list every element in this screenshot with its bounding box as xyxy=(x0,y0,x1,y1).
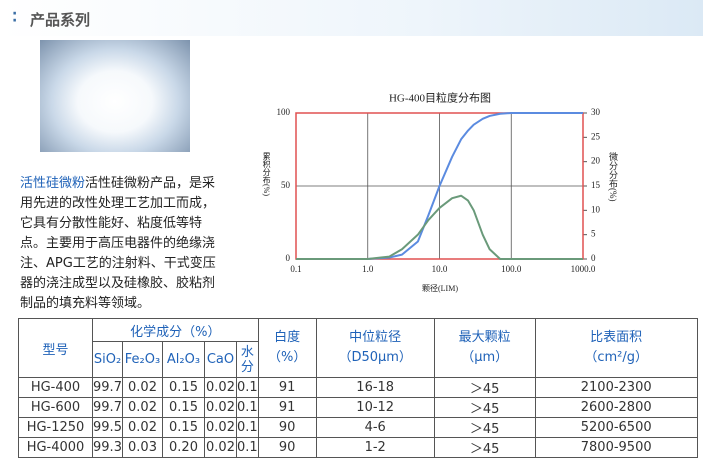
model-cell: HG-400 xyxy=(18,377,93,398)
spec-table: 型号 化学成分（%） 白度 （%） 中位粒径 （D50μm） 最大颗粒 （μm） 比表面积 （cm… xyxy=(18,318,698,458)
value-cell: ＞45 xyxy=(433,417,536,438)
value-cell: 16-18 xyxy=(315,377,435,398)
property-name: 中位粒径 xyxy=(349,330,402,345)
value-cell: 0.20 xyxy=(162,437,205,458)
value-cell: 0.1 xyxy=(236,437,259,458)
series-line xyxy=(296,112,583,260)
value-cell: 0.15 xyxy=(162,417,205,438)
model-cell: HG-1250 xyxy=(18,417,93,438)
x-tick-label: 1.0 xyxy=(362,264,374,274)
section-header: · · 产品系列 xyxy=(0,0,703,36)
y2-tick-label: 0 xyxy=(591,253,596,263)
value-cell: 0.02 xyxy=(122,417,163,438)
value-cell: 0.02 xyxy=(204,437,237,458)
y-tick-label: 0 xyxy=(286,253,291,263)
x-tick-label: 100.0 xyxy=(501,264,522,274)
plot-frame xyxy=(295,112,584,260)
value-cell: 91 xyxy=(257,377,317,398)
value-cell: 90 xyxy=(257,437,317,458)
table-row: HG-4000 99.3 0.03 0.20 0.02 0.1 90 1-2 ＞45 7800-9… xyxy=(18,437,698,458)
component-header: CaO xyxy=(204,341,237,378)
property-header: 中位粒径 （D50μm） xyxy=(315,318,435,378)
component-header: Al₂O₃ xyxy=(162,341,205,378)
value-cell: 99.7 xyxy=(92,397,123,418)
x-tick-label: 10.0 xyxy=(432,264,448,274)
property-unit: （μm） xyxy=(461,350,509,365)
value-cell: 0.02 xyxy=(204,417,237,438)
y-tick-label: 50 xyxy=(281,180,291,190)
y2-axis-label: 微分分布(%) xyxy=(608,151,618,202)
value-cell: 2100-2300 xyxy=(534,377,698,398)
table-row: HG-1250 99.5 0.02 0.15 0.02 0.1 90 4-6 ＞45 5200-6… xyxy=(18,417,698,438)
value-cell: 99.7 xyxy=(92,377,123,398)
chart-title: HG-400目粒度分布图 xyxy=(389,91,491,105)
component-header: SiO₂ xyxy=(92,341,123,378)
series-line xyxy=(296,194,583,260)
intro-text: 活性硅微粉活性硅微粉产品，是采用先进的改性处理工艺加工而成，它具有分散性能好、粘… xyxy=(20,174,218,314)
property-unit: （%） xyxy=(268,350,307,365)
value-cell: 0.15 xyxy=(162,397,205,418)
y2-tick-label: 25 xyxy=(591,131,601,141)
model-cell: HG-4000 xyxy=(18,437,93,458)
model-header: 型号 xyxy=(18,318,93,378)
value-cell: 5200-6500 xyxy=(534,417,698,438)
component-header: Fe₂O₃ xyxy=(122,341,163,378)
y2-tick-label: 10 xyxy=(591,204,601,214)
property-header: 比表面积 （cm²/g） xyxy=(534,318,698,378)
y-tick-label: 100 xyxy=(277,107,291,117)
table-row: HG-600 99.7 0.02 0.15 0.02 0.1 91 10-12 ＞45 2600-… xyxy=(18,397,698,418)
value-cell: 2600-2800 xyxy=(534,397,698,418)
y2-tick-label: 5 xyxy=(591,229,596,239)
x-axis-label: 颗径(LIM) xyxy=(422,283,458,293)
table-row: 型号 化学成分（%） 白度 （%） 中位粒径 （D50μm） 最大颗粒 （μm） 比表面积 （cm… xyxy=(18,318,698,378)
y-axis-label: 累积分布(%) xyxy=(262,152,271,196)
value-cell: 0.1 xyxy=(236,377,259,398)
value-cell: 4-6 xyxy=(315,417,435,438)
property-name: 最大颗粒 xyxy=(458,330,511,345)
component-header: 水分 xyxy=(236,341,259,378)
composition-header: 化学成分（%） xyxy=(92,318,259,342)
property-name: 比表面积 xyxy=(590,330,643,345)
chart: HG-400目粒度分布图 颗径(LIM) 累积分布(%) 微分分布(%) 0.1… xyxy=(262,91,618,293)
y2-tick-label: 15 xyxy=(591,180,601,190)
value-cell: 99.5 xyxy=(92,417,123,438)
value-cell: 90 xyxy=(257,417,317,438)
value-cell: 0.02 xyxy=(122,397,163,418)
property-header: 最大颗粒 （μm） xyxy=(433,318,536,378)
property-unit: （cm²/g） xyxy=(584,350,649,365)
value-cell: 0.03 xyxy=(122,437,163,458)
x-tick-label: 0.1 xyxy=(290,264,301,274)
value-cell: ＞45 xyxy=(433,397,536,418)
bullet-dots: · · xyxy=(12,6,18,29)
model-cell: HG-600 xyxy=(18,397,93,418)
table-row: SiO₂ Fe₂O₃ Al₂O₃ CaO 水分 xyxy=(19,341,698,378)
property-unit: （D50μm） xyxy=(338,350,412,365)
value-cell: 99.3 xyxy=(92,437,123,458)
y2-tick-label: 30 xyxy=(591,107,601,117)
product-photo xyxy=(40,40,190,152)
property-name: 白度 xyxy=(274,330,301,345)
value-cell: 0.15 xyxy=(162,377,205,398)
description: 活性硅微粉产品，是采用先进的改性处理工艺加工而成，它具有分散性能好、粘度低等特点… xyxy=(20,176,216,311)
value-cell: 0.02 xyxy=(204,397,237,418)
value-cell: 0.1 xyxy=(236,417,259,438)
highlight: 活性硅微粉 xyxy=(20,176,86,191)
value-cell: 0.02 xyxy=(122,377,163,398)
value-cell: ＞45 xyxy=(433,377,536,398)
value-cell: 0.1 xyxy=(236,397,259,418)
y2-tick-label: 20 xyxy=(591,156,601,166)
value-cell: 91 xyxy=(257,397,317,418)
x-tick-label: 1000.0 xyxy=(571,264,596,274)
table-row: HG-400 99.7 0.02 0.15 0.02 0.1 91 16-18 ＞45 2100-… xyxy=(18,377,698,398)
value-cell: 0.02 xyxy=(204,377,237,398)
value-cell: ＞45 xyxy=(433,437,536,458)
value-cell: 10-12 xyxy=(315,397,435,418)
section-title: 产品系列 xyxy=(30,11,91,29)
property-header: 白度 （%） xyxy=(257,318,317,378)
value-cell: 7800-9500 xyxy=(534,437,698,458)
value-cell: 1-2 xyxy=(315,437,435,458)
